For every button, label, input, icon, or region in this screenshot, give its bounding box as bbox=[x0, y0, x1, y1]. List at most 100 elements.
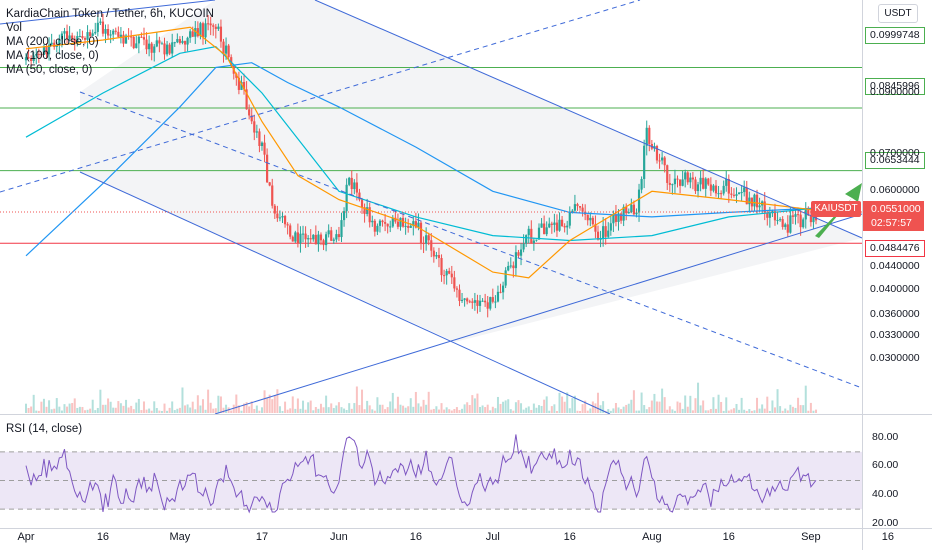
candle-body bbox=[768, 213, 771, 218]
volume-bar bbox=[812, 410, 815, 413]
candle-body bbox=[796, 214, 800, 216]
candle-body bbox=[668, 182, 671, 185]
volume-bar bbox=[671, 409, 674, 413]
volume-bar bbox=[758, 408, 761, 413]
volume-bar bbox=[409, 398, 412, 413]
channel-upper-line bbox=[0, 0, 863, 239]
candle-body bbox=[696, 184, 700, 192]
volume-bar bbox=[219, 396, 222, 413]
candle-body bbox=[671, 184, 674, 186]
volume-bar bbox=[573, 395, 576, 413]
volume-bar bbox=[37, 410, 40, 413]
currency-button[interactable]: USDT bbox=[878, 4, 918, 23]
candle-body bbox=[376, 225, 379, 232]
candle-body bbox=[678, 179, 682, 186]
volume-bar bbox=[763, 408, 766, 413]
volume-bar bbox=[91, 399, 94, 413]
volume-bar bbox=[402, 405, 405, 413]
volume-bar bbox=[738, 409, 741, 413]
volume-bar bbox=[166, 410, 169, 413]
candle-body bbox=[548, 223, 551, 228]
candle-body bbox=[235, 73, 238, 78]
candle-body bbox=[722, 185, 725, 194]
volume-bar bbox=[612, 408, 615, 413]
volume-bar bbox=[35, 410, 38, 413]
price-tick-label: 0.0300000 bbox=[870, 352, 920, 365]
volume-bar bbox=[396, 396, 399, 413]
candle-body bbox=[517, 252, 520, 256]
candle-body bbox=[794, 214, 797, 217]
volume-bar bbox=[714, 408, 717, 413]
candle-body bbox=[301, 233, 305, 235]
volume-bar bbox=[643, 405, 646, 413]
candle-body bbox=[676, 178, 679, 180]
volume-bar bbox=[453, 408, 456, 413]
volume-bar bbox=[171, 401, 174, 413]
volume-bar bbox=[50, 409, 53, 413]
candle-body bbox=[148, 43, 151, 50]
volume-bar bbox=[168, 407, 171, 413]
volume-bar bbox=[399, 404, 402, 413]
time-tick-label: Jul bbox=[485, 531, 500, 543]
candle-body bbox=[307, 238, 310, 240]
volume-bar bbox=[207, 389, 210, 413]
candle-body bbox=[65, 31, 69, 39]
level-badge-0845996: 0.0845996 bbox=[865, 78, 925, 95]
candle-body bbox=[130, 36, 133, 38]
volume-bar bbox=[314, 407, 317, 413]
candle-body bbox=[173, 42, 176, 44]
volume-bar bbox=[245, 402, 248, 413]
candle-body bbox=[507, 265, 510, 271]
candle-body bbox=[581, 207, 584, 212]
volume-bar bbox=[394, 408, 397, 413]
candle-body bbox=[189, 31, 192, 38]
volume-bar bbox=[525, 407, 528, 413]
candle-body bbox=[268, 182, 271, 186]
volume-bar bbox=[176, 408, 179, 413]
volume-indicator-label[interactable]: Vol bbox=[6, 22, 22, 34]
candle-body bbox=[319, 234, 323, 241]
time-tick-label: Aug bbox=[642, 531, 662, 543]
candle-body bbox=[325, 234, 328, 246]
volume-bar bbox=[214, 408, 217, 413]
candle-body bbox=[596, 231, 600, 240]
candle-body bbox=[27, 57, 30, 59]
volume-bar bbox=[514, 402, 517, 413]
ma50-indicator-label[interactable]: MA (50, close, 0) bbox=[6, 64, 93, 76]
candle-body bbox=[427, 235, 430, 241]
outer-dashed-line bbox=[0, 0, 641, 193]
ma100-indicator-label[interactable]: MA (100, close, 0) bbox=[6, 50, 99, 62]
volume-bar bbox=[756, 397, 759, 413]
time-tick-label: May bbox=[169, 531, 191, 543]
candle-body bbox=[640, 179, 643, 190]
candle-body bbox=[694, 179, 697, 192]
volume-bar bbox=[538, 405, 540, 413]
volume-bars bbox=[25, 382, 818, 413]
volume-bar bbox=[209, 402, 212, 413]
candle-body bbox=[40, 54, 43, 56]
candle-body bbox=[727, 178, 730, 194]
volume-bar bbox=[163, 403, 166, 413]
volume-bar bbox=[707, 410, 710, 413]
volume-bar bbox=[361, 389, 364, 413]
candle-body bbox=[240, 82, 243, 90]
candle-body bbox=[494, 301, 497, 303]
volume-bar bbox=[296, 398, 299, 413]
candle-body bbox=[435, 255, 438, 257]
candle-body bbox=[271, 185, 274, 206]
volume-bar bbox=[461, 408, 464, 413]
volume-bar bbox=[317, 408, 320, 413]
ma200-indicator-label[interactable]: MA (200, close, 0) bbox=[6, 36, 99, 48]
volume-bar bbox=[691, 410, 694, 413]
volume-bar bbox=[602, 401, 605, 413]
candle-body bbox=[155, 40, 158, 47]
candle-body bbox=[414, 221, 417, 228]
candle-body bbox=[699, 177, 702, 185]
candle-body bbox=[512, 265, 515, 269]
volume-bar bbox=[45, 406, 48, 413]
volume-bar bbox=[784, 408, 787, 413]
candle-body bbox=[453, 277, 456, 289]
rsi-indicator-label[interactable]: RSI (14, close) bbox=[6, 423, 83, 435]
candle-body bbox=[442, 275, 446, 277]
